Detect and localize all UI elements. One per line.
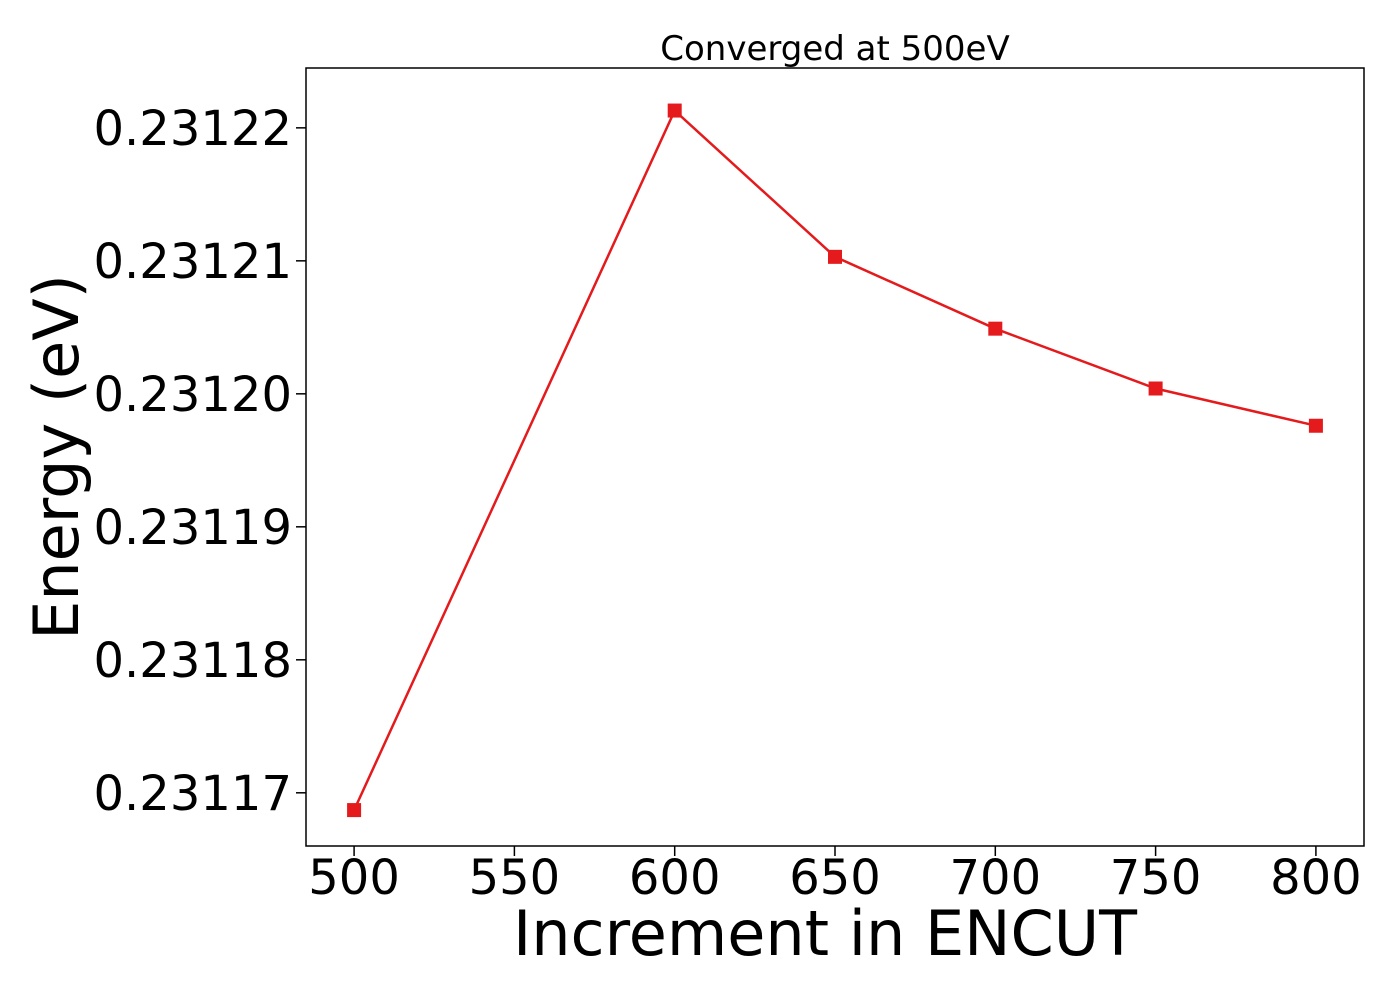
x-axis-label: Increment in ENCUT bbox=[513, 897, 1138, 970]
x-tick-label: 750 bbox=[1110, 850, 1202, 906]
x-tick-label: 800 bbox=[1270, 850, 1362, 906]
y-tick-label: 0.23122 bbox=[94, 101, 293, 157]
data-point-marker bbox=[1148, 381, 1163, 396]
series-line bbox=[352, 108, 1317, 811]
x-tick-label: 600 bbox=[629, 850, 721, 906]
x-axis-ticks: 500 550 600 650 700 750 800 bbox=[308, 846, 1362, 906]
x-tick-label: 550 bbox=[469, 850, 561, 906]
data-point-marker bbox=[988, 321, 1003, 336]
x-tick-label: 650 bbox=[789, 850, 881, 906]
x-tick-label: 700 bbox=[949, 850, 1041, 906]
y-axis-ticks: 0.23117 0.23118 0.23119 0.23120 0.23121 0.231… bbox=[94, 101, 306, 822]
y-tick-label: 0.23118 bbox=[94, 633, 293, 689]
data-point-marker bbox=[347, 803, 362, 818]
data-point-marker bbox=[1308, 418, 1323, 433]
series-layer bbox=[347, 103, 1323, 818]
y-axis-label: Energy (eV) bbox=[20, 274, 93, 640]
plot-area bbox=[305, 67, 1365, 847]
data-point-marker bbox=[828, 249, 842, 264]
y-tick-label: 0.23120 bbox=[94, 367, 293, 423]
y-tick-label: 0.23119 bbox=[94, 500, 293, 556]
y-tick-label: 0.23121 bbox=[94, 234, 293, 290]
x-tick-label: 500 bbox=[308, 850, 400, 906]
data-point-marker bbox=[667, 103, 682, 118]
y-tick-label: 0.23117 bbox=[94, 766, 293, 822]
chart-title: Converged at 500eV bbox=[660, 29, 1009, 69]
